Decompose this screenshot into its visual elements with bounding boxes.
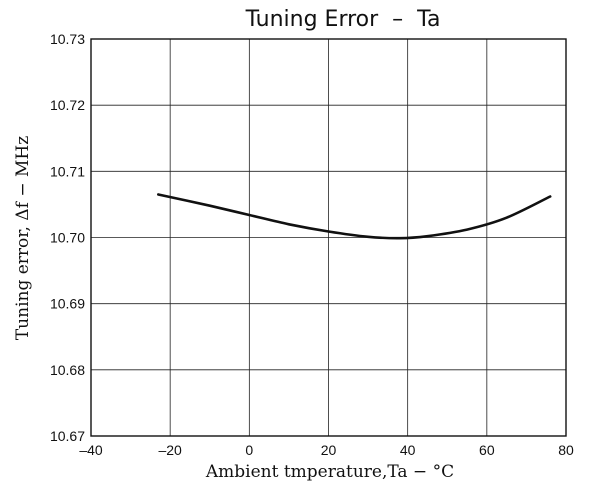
x-axis-ticks: –40 –20 0 20 40 60 80 [79, 442, 574, 458]
y-tick-label: 10.70 [50, 230, 85, 246]
y-tick-label: 10.73 [50, 31, 85, 47]
y-tick-label: 10.71 [50, 163, 85, 179]
y-axis-label: Tuning error, Δf − MHz [13, 136, 33, 340]
grid [91, 39, 566, 436]
y-tick-label: 10.68 [50, 362, 85, 378]
y-tick-label: 10.72 [50, 97, 85, 113]
series-line [157, 193, 552, 240]
x-tick-label: 20 [321, 442, 337, 458]
x-tick-label: 40 [400, 442, 416, 458]
y-axis-ticks: 10.73 10.72 10.71 10.70 10.69 10.68 10.67 [50, 31, 85, 444]
x-tick-label: 80 [558, 442, 574, 458]
plot-frame [90, 38, 567, 437]
x-tick-label: –40 [79, 442, 103, 458]
x-axis-label: Ambient tmperature,Ta − °C [205, 462, 454, 482]
chart-title: Tuning Error – Ta [245, 7, 441, 32]
y-tick-label: 10.69 [50, 296, 85, 312]
x-tick-label: 0 [245, 442, 253, 458]
x-tick-label: –20 [158, 442, 182, 458]
x-tick-label: 60 [479, 442, 495, 458]
y-tick-label: 10.67 [50, 428, 85, 444]
